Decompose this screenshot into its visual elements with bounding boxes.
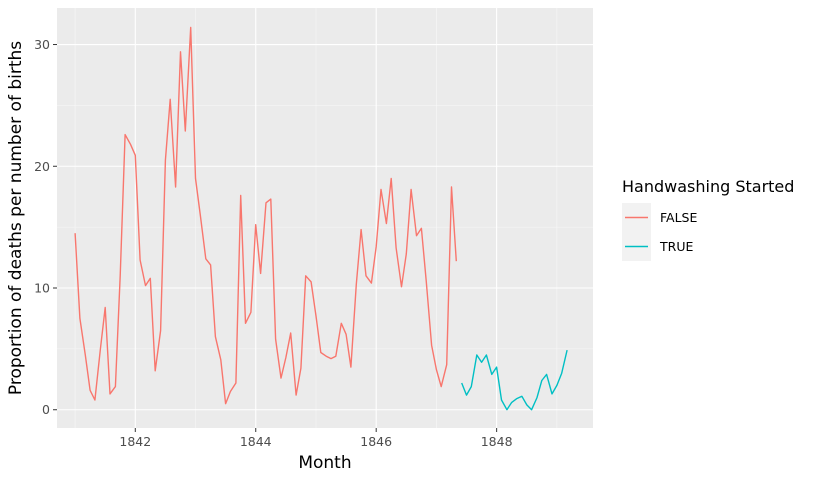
series-line-false	[74, 26, 457, 405]
series-line-true	[461, 349, 568, 411]
x-tick-label: 1844	[240, 434, 272, 449]
x-tick-label: 1842	[119, 434, 151, 449]
y-tick-label: 0	[42, 402, 50, 417]
legend: Handwashing Started FALSE TRUE	[622, 177, 794, 261]
x-tick-label: 1848	[481, 434, 513, 449]
plot-panel	[57, 8, 593, 428]
x-axis: 1842 1844 1846 1848	[119, 428, 513, 449]
legend-label-true: TRUE	[659, 239, 693, 254]
y-tick-label: 30	[34, 37, 50, 52]
y-axis-label: Proportion of deaths per number of birth…	[6, 41, 26, 395]
y-axis: 0 10 20 30	[34, 37, 57, 417]
legend-label-false: FALSE	[660, 210, 697, 225]
y-tick-label: 10	[34, 281, 50, 296]
legend-title: Handwashing Started	[622, 177, 794, 196]
major-gridlines	[57, 8, 593, 428]
series-lines	[74, 26, 568, 411]
x-tick-label: 1846	[360, 434, 392, 449]
y-tick-label: 20	[34, 159, 50, 174]
minor-gridlines	[57, 8, 593, 428]
x-axis-label: Month	[298, 453, 351, 473]
